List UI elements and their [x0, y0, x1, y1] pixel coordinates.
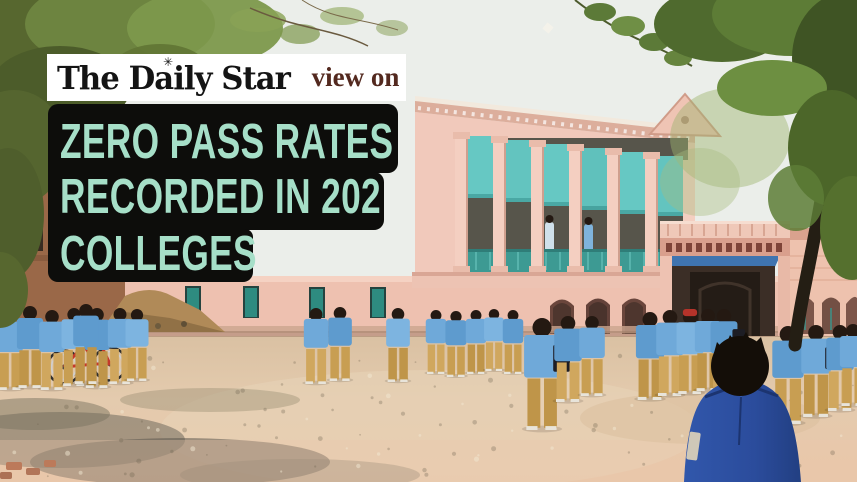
student-figure	[838, 324, 857, 408]
college-upper-storey	[412, 92, 723, 288]
pediment	[647, 92, 723, 138]
verandah-columns	[453, 132, 695, 274]
headline-line-2: RECORDED IN 202	[48, 172, 384, 230]
student-figure	[384, 308, 412, 384]
trees-right	[574, 0, 857, 352]
ground-speckles	[0, 353, 854, 481]
headline-line-1: ZERO PASS RATES	[48, 104, 398, 173]
student-figure	[464, 310, 488, 375]
student-figure	[302, 308, 330, 386]
daily-star-logo-box: The Daily Star ✳ view on	[47, 54, 406, 101]
student-figure	[552, 316, 584, 404]
teal-shades	[468, 136, 683, 216]
student-figure	[482, 309, 506, 372]
student-figure	[71, 304, 101, 386]
headline-line-3: COLLEGES	[48, 229, 257, 282]
verandah-people	[545, 215, 593, 252]
student-figure	[501, 310, 525, 375]
foreground-student	[684, 332, 801, 482]
student-figure	[577, 316, 607, 398]
student-figure	[124, 309, 150, 383]
student-figure	[326, 307, 354, 383]
headline: ZERO PASS RATES RECORDED IN 202 COLLEGES	[48, 104, 398, 282]
student-figure	[424, 310, 448, 375]
entrance-awning	[663, 256, 780, 269]
sunburst-icon: ✳	[163, 55, 174, 69]
daily-star-logo-text: The Daily Star	[57, 58, 291, 97]
view-on-label: view on	[311, 62, 400, 92]
students-layer	[0, 304, 857, 433]
kite	[542, 22, 554, 34]
student-figure	[444, 311, 468, 378]
student-figure	[37, 310, 67, 392]
student-figure	[15, 306, 45, 390]
